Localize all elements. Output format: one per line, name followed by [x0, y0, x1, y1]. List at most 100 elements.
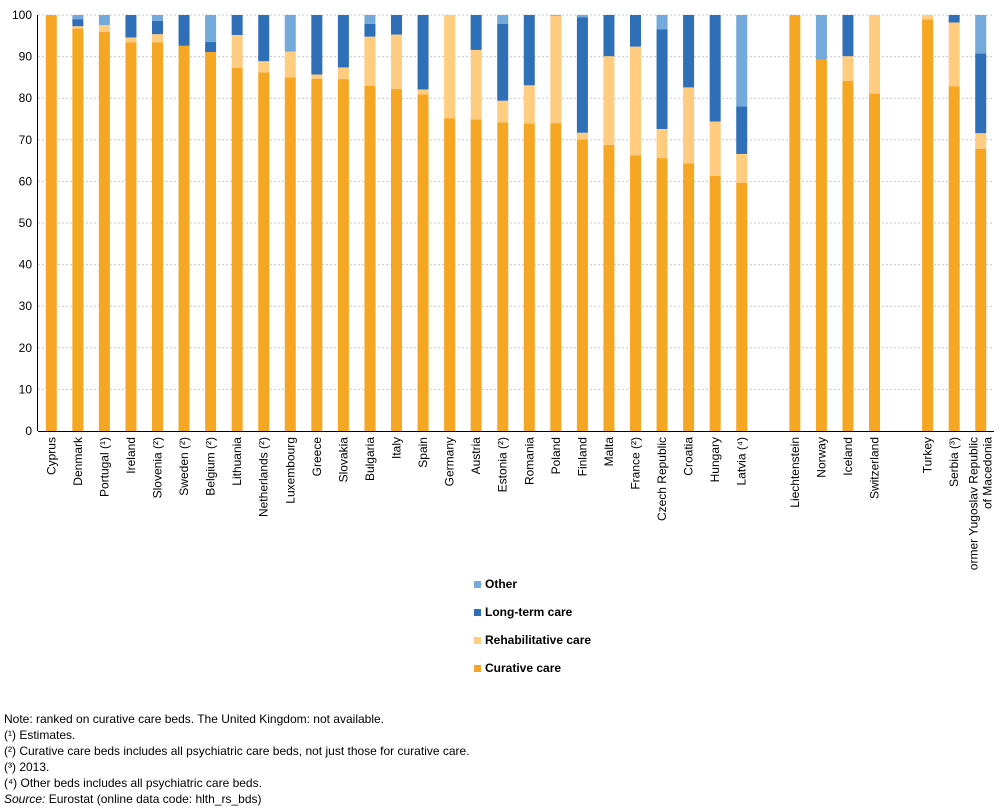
bar-segment-curative-care — [284, 77, 296, 432]
bar-segment-other — [736, 15, 748, 107]
bar-segment-other — [72, 15, 84, 20]
bar-segment-rehabilitative-care — [975, 133, 987, 149]
x-tick-label: Denmark — [71, 436, 85, 486]
bar-segment-rehabilitative-care — [550, 15, 562, 124]
x-tick-label: Italy — [390, 437, 404, 459]
note-other-psychiatric: (⁴) Other beds includes all psychiatric … — [4, 776, 262, 790]
bar-segment-other — [152, 15, 163, 21]
x-tick-label: Austria — [469, 437, 483, 475]
bar-segment-long-term-care — [364, 23, 376, 37]
bar-segment-rehabilitative-care — [72, 26, 84, 29]
source-label: Source: — [4, 792, 46, 806]
x-tick-label: Former Yugoslav Republicof Macedonia — [967, 437, 995, 570]
bar-segment-other — [98, 15, 110, 25]
bar-segment-rehabilitative-care — [258, 61, 270, 73]
x-tick-label: Liechtenstein — [788, 437, 802, 508]
bar-segment-long-term-care — [391, 15, 402, 35]
x-tick-label: Croatia — [682, 437, 696, 476]
bar-segment-other — [576, 15, 588, 18]
bar-segment-rehabilitative-care — [284, 51, 296, 78]
note-curative-psychiatric: (²) Curative care beds includes all psyc… — [4, 744, 470, 758]
legend-swatch-other — [474, 580, 481, 588]
bar-segment-curative-care — [736, 182, 748, 431]
bar-segment-other — [550, 15, 562, 16]
bar-segment-long-term-care — [683, 15, 695, 88]
bar-segment-rehabilitative-care — [842, 56, 854, 81]
x-tick-label: France (²) — [629, 437, 643, 490]
legend-label-long-term-care: Long-term care — [485, 605, 573, 619]
x-tick-label: Cyprus — [44, 437, 58, 475]
bar-segment-curative-care — [975, 148, 987, 431]
y-tick-label: 90 — [19, 50, 33, 64]
bar-segment-long-term-care — [205, 42, 217, 53]
bar-segment-curative-care — [709, 175, 721, 431]
legend-swatch-long-term-care — [474, 608, 481, 616]
bar-segment-rehabilitative-care — [337, 67, 349, 80]
bar-segment-curative-care — [205, 52, 217, 432]
legend-item-other: Other — [474, 570, 591, 598]
x-tick-label: Sweden (²) — [177, 437, 191, 496]
bar-segment-long-term-care — [231, 15, 243, 35]
bar-segment-curative-care — [178, 45, 190, 432]
x-tick-label: Greece — [310, 437, 324, 477]
legend-item-long-term-care: Long-term care — [474, 598, 591, 626]
source-text: Eurostat (online data code: hlth_rs_bds) — [48, 792, 262, 806]
x-tick-label: Spain — [416, 437, 430, 468]
legend-label-other: Other — [485, 577, 518, 591]
bar-segment-long-term-care — [656, 29, 668, 129]
bar-segment-curative-care — [497, 122, 509, 431]
bar-segment-curative-care — [789, 15, 801, 431]
bar-segment-other — [815, 15, 827, 60]
bar-segment-long-term-care — [497, 23, 509, 101]
bar-segment-rehabilitative-care — [311, 74, 323, 79]
bar-segment-other — [205, 15, 217, 43]
x-tick-label: Poland — [549, 437, 563, 474]
x-tick-label: Estonia (²) — [496, 437, 510, 492]
bar-segment-long-term-care — [576, 17, 588, 133]
bar-segment-curative-care — [98, 32, 110, 431]
x-tick-label: Finland — [575, 437, 589, 476]
y-tick-label: 80 — [19, 91, 33, 105]
bar-segment-long-term-care — [948, 15, 960, 23]
bar-segment-curative-care — [922, 19, 934, 432]
x-tick-label: Iceland — [841, 437, 855, 476]
bar-segment-rehabilitative-care — [98, 24, 110, 33]
chart-notes: Note: ranked on curative care beds. The … — [4, 711, 470, 807]
bar-segment-curative-care — [417, 94, 429, 432]
bar-segment-rehabilitative-care — [576, 132, 588, 140]
x-tick-label: Netherlands (²) — [257, 437, 271, 517]
note-ranking: Note: ranked on curative care beds. The … — [4, 712, 385, 726]
bar-segment-curative-care — [258, 72, 270, 432]
bar-segment-other — [656, 15, 668, 30]
x-tick-label: Slovenia (²) — [151, 437, 165, 498]
x-tick-label: Lithuania — [230, 437, 244, 486]
legend-swatch-rehabilitative-care — [474, 636, 481, 644]
bar-segment-other — [497, 15, 509, 24]
legend-item-rehabilitative-care: Rehabilitative care — [474, 626, 591, 654]
bar-segment-long-term-care — [258, 15, 270, 62]
bar-segment-long-term-care — [125, 15, 137, 38]
legend-label-rehabilitative-care: Rehabilitative care — [485, 633, 592, 647]
bar-segment-curative-care — [523, 123, 535, 432]
bar-segment-long-term-care — [709, 15, 721, 122]
bar-segment-rehabilitative-care — [231, 34, 243, 68]
bar-segment-long-term-care — [337, 15, 349, 68]
bar-segment-curative-care — [391, 89, 402, 431]
y-tick-label: 20 — [19, 341, 33, 355]
note-2013: (³) 2013. — [4, 760, 50, 774]
x-tick-label: Turkey — [921, 437, 935, 473]
bar-segment-long-term-care — [842, 15, 854, 57]
x-tick-label: Belgium (²) — [204, 437, 218, 496]
legend-swatch-curative-care — [474, 664, 481, 672]
bar-segment-rehabilitative-care — [497, 100, 509, 123]
bar-segment-long-term-care — [630, 15, 641, 47]
y-tick-label: 70 — [19, 133, 33, 147]
bar-segment-curative-care — [470, 119, 482, 431]
y-tick-label: 30 — [19, 299, 33, 313]
bar-segment-rehabilitative-care — [948, 22, 960, 87]
bar-segment-long-term-care — [470, 15, 482, 50]
bar-segment-long-term-care — [603, 15, 615, 57]
legend-label-curative-care: Curative care — [485, 661, 562, 675]
y-tick-label: 100 — [12, 8, 32, 22]
chart-legend: Other Long-term care Rehabilitative care… — [474, 570, 591, 682]
